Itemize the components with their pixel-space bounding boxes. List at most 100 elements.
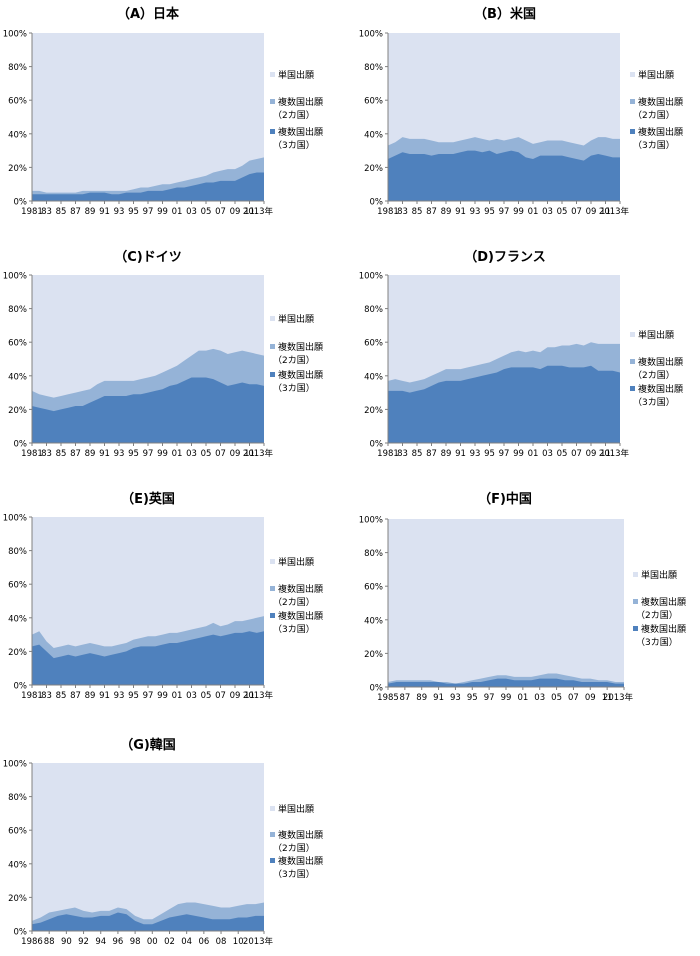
- x-tick-label: 05: [201, 691, 212, 701]
- legend-two-country-label: （2カ国）: [273, 843, 315, 854]
- legend-two-country-label: （2カ国）: [633, 110, 675, 121]
- x-tick-label: 95: [484, 207, 495, 217]
- legend-two-country-label: （2カ国）: [636, 610, 678, 621]
- y-tick-label: 80%: [364, 63, 383, 73]
- x-tick-label: 1981: [21, 207, 43, 217]
- x-tick-label: 95: [484, 449, 495, 459]
- x-tick-label: 2013年: [243, 448, 274, 459]
- x-tick-label: 91: [99, 691, 110, 701]
- legend-two-country-label: 複数国出願: [278, 829, 323, 841]
- area-series-single: [388, 519, 624, 687]
- legend-two-country-swatch: [630, 359, 635, 364]
- x-tick-label: 95: [128, 449, 139, 459]
- x-tick-label: 11: [244, 691, 255, 701]
- x-tick-label: 11: [600, 449, 611, 459]
- x-tick-label: 99: [157, 449, 168, 459]
- y-tick-label: 40%: [8, 130, 27, 140]
- y-tick-label: 40%: [8, 614, 27, 624]
- x-tick-label: 03: [542, 449, 553, 459]
- legend-three-country-label: （3カ国）: [636, 637, 678, 648]
- y-tick-label: 60%: [364, 583, 383, 593]
- legend-single-label: 単国出願: [278, 803, 314, 815]
- legend-two-country-label: 複数国出願: [278, 583, 323, 595]
- x-tick-label: 87: [399, 693, 410, 703]
- legend-two-country-swatch: [270, 586, 275, 591]
- y-tick-label: 20%: [8, 406, 27, 416]
- x-tick-label: 91: [455, 449, 466, 459]
- legend-single-swatch: [270, 806, 275, 811]
- y-tick-label: 0%: [14, 440, 28, 450]
- legend-three-country-label: 複数国出願: [278, 126, 323, 138]
- y-tick-label: 80%: [8, 793, 27, 803]
- legend-three-country-label: （3カ国）: [273, 624, 315, 635]
- x-tick-label: 85: [56, 207, 67, 217]
- x-tick-label: 93: [114, 207, 125, 217]
- y-tick-label: 80%: [8, 63, 27, 73]
- legend-three-country-label: 複数国出願: [278, 855, 323, 867]
- y-tick-label: 60%: [364, 97, 383, 107]
- x-tick-label: 03: [534, 693, 545, 703]
- chart-title: （A）日本: [117, 6, 179, 22]
- chart-title: （F)中国: [478, 491, 532, 507]
- x-tick-label: 01: [528, 207, 539, 217]
- x-tick-label: 99: [501, 693, 512, 703]
- x-tick-label: 89: [85, 207, 96, 217]
- x-tick-label: 83: [397, 449, 408, 459]
- x-tick-label: 05: [201, 207, 212, 217]
- y-tick-label: 0%: [14, 198, 28, 208]
- x-tick-label: 1981: [21, 449, 43, 459]
- x-tick-label: 07: [568, 693, 579, 703]
- legend-single-label: 単国出願: [641, 569, 677, 581]
- y-tick-label: 100%: [3, 272, 27, 282]
- x-tick-label: 01: [528, 449, 539, 459]
- y-tick-label: 60%: [8, 97, 27, 107]
- x-tick-label: 94: [95, 937, 106, 947]
- x-tick-label: 01: [172, 691, 183, 701]
- x-tick-label: 11: [244, 449, 255, 459]
- x-tick-label: 97: [143, 691, 154, 701]
- x-tick-label: 93: [450, 693, 461, 703]
- y-tick-label: 60%: [8, 581, 27, 591]
- x-tick-label: 2013年: [599, 206, 630, 217]
- x-tick-label: 00: [147, 937, 158, 947]
- y-tick-label: 80%: [8, 305, 27, 315]
- y-tick-label: 20%: [8, 648, 27, 658]
- legend-two-country-label: 複数国出願: [278, 96, 323, 108]
- y-tick-label: 100%: [359, 516, 383, 526]
- y-tick-label: 100%: [359, 30, 383, 40]
- x-tick-label: 05: [201, 449, 212, 459]
- y-tick-label: 80%: [364, 549, 383, 559]
- legend-three-country-swatch: [270, 372, 275, 377]
- x-tick-label: 87: [70, 207, 81, 217]
- chart-title: （G)韓国: [120, 737, 176, 753]
- x-tick-label: 93: [470, 449, 481, 459]
- x-tick-label: 11: [602, 693, 613, 703]
- x-tick-label: 2013年: [243, 936, 274, 947]
- x-tick-label: 01: [172, 207, 183, 217]
- legend-single-swatch: [270, 316, 275, 321]
- x-tick-label: 04: [181, 937, 192, 947]
- x-tick-label: 93: [470, 207, 481, 217]
- legend-three-country-label: （3カ国）: [273, 383, 315, 394]
- x-tick-label: 06: [198, 937, 209, 947]
- legend-single-swatch: [270, 559, 275, 564]
- legend-two-country-label: 複数国出願: [638, 96, 683, 108]
- legend-two-country-label: 複数国出願: [638, 356, 683, 368]
- x-tick-label: 87: [426, 207, 437, 217]
- x-tick-label: 89: [85, 449, 96, 459]
- legend-three-country-swatch: [270, 129, 275, 134]
- legend-single-swatch: [270, 72, 275, 77]
- legend-single-swatch: [633, 572, 638, 577]
- area-series-three-country: [32, 912, 264, 931]
- legend-three-country-swatch: [630, 386, 635, 391]
- y-tick-label: 20%: [364, 650, 383, 660]
- y-tick-label: 40%: [364, 372, 383, 382]
- legend-three-country-swatch: [270, 613, 275, 618]
- x-tick-label: 92: [78, 937, 89, 947]
- x-tick-label: 96: [113, 937, 124, 947]
